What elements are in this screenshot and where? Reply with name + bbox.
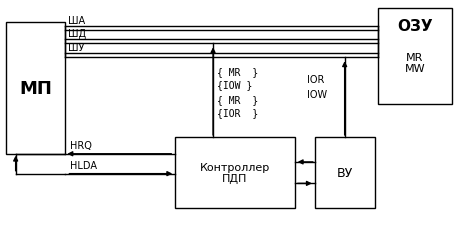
Text: ВУ: ВУ <box>337 166 353 179</box>
Text: HRQ: HRQ <box>71 140 92 150</box>
Bar <box>315 137 375 209</box>
Text: ША: ША <box>69 16 86 25</box>
Text: IOW: IOW <box>307 90 327 100</box>
Bar <box>175 137 295 209</box>
Text: IOR: IOR <box>307 75 324 85</box>
Text: ОЗУ: ОЗУ <box>397 19 433 34</box>
Bar <box>378 9 452 105</box>
Text: {IOR  }: {IOR } <box>217 108 258 117</box>
Text: Контроллер
ПДП: Контроллер ПДП <box>200 162 270 184</box>
Text: ШУ: ШУ <box>69 43 85 53</box>
Text: { MR  }: { MR } <box>217 95 258 105</box>
Text: HLDA: HLDA <box>71 160 97 170</box>
Text: { MR  }: { MR } <box>217 67 258 77</box>
Text: {IOW }: {IOW } <box>217 80 252 90</box>
Text: МП: МП <box>19 79 52 97</box>
Text: MR
MW: MR MW <box>405 52 425 74</box>
Text: ШД: ШД <box>69 29 87 39</box>
Bar <box>6 22 65 154</box>
